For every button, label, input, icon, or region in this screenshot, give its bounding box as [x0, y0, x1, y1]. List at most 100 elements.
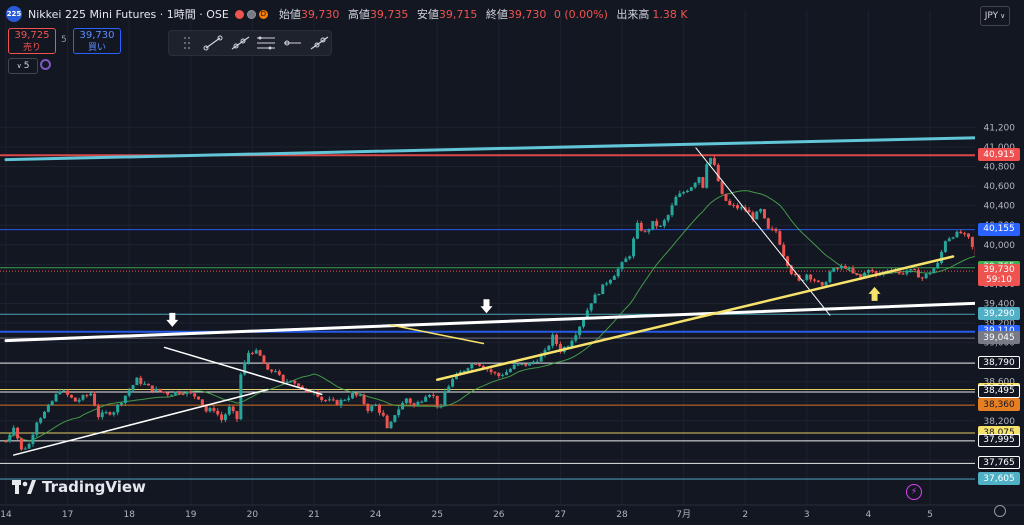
candle-body — [728, 200, 732, 205]
candle-body — [258, 350, 262, 356]
buy-label: 買い — [87, 43, 106, 53]
candle-body — [216, 410, 220, 415]
candle-body — [262, 355, 266, 365]
candle-body — [674, 196, 678, 206]
candle-body — [689, 187, 693, 191]
candle-body — [478, 364, 482, 366]
candle-body — [489, 369, 493, 373]
candle-body — [43, 411, 46, 419]
candle-body — [31, 434, 35, 444]
buy-button[interactable]: 39,730 買い — [73, 28, 121, 54]
ray-line-icon[interactable] — [228, 33, 252, 53]
time-tick-label: 17 — [62, 510, 73, 520]
price-tick-label: 41,000 — [984, 143, 1016, 153]
chart-grid — [0, 10, 975, 505]
candle-body — [913, 269, 917, 271]
chevron-down-icon: ∨ — [16, 62, 22, 70]
alert-lightning-icon[interactable]: ⚡ — [906, 484, 922, 500]
candle-body — [397, 409, 401, 416]
sell-price: 39,725 — [14, 30, 50, 41]
candle-body — [270, 369, 274, 372]
candle-body — [851, 268, 855, 274]
candle-body — [655, 221, 659, 227]
candle-body — [643, 230, 647, 232]
candle-body — [701, 177, 705, 188]
candle-body — [185, 391, 189, 394]
candle-body — [762, 209, 766, 219]
candle-body — [374, 404, 378, 406]
indicators-toggle[interactable]: ∨ 5 — [8, 58, 38, 74]
candle-body — [401, 402, 405, 410]
candle-body — [293, 380, 297, 384]
chart-header: 225 Nikkei 225 Mini Futures · 1時間 · OSE … — [6, 6, 688, 22]
candle-body — [274, 371, 277, 373]
spread-value: 5 — [61, 35, 67, 45]
candle-body — [443, 391, 447, 407]
candle-body — [370, 405, 374, 411]
price-tick-label: 40,000 — [984, 241, 1016, 251]
candle-body — [612, 276, 616, 280]
candle-body — [285, 381, 289, 383]
candle-body — [204, 405, 208, 412]
candle-body — [620, 262, 624, 269]
candle-body — [624, 258, 628, 263]
candle-body — [874, 271, 878, 276]
candle-body — [335, 400, 339, 406]
candle-body — [697, 177, 701, 183]
candle-body — [855, 273, 859, 275]
candle-body — [108, 412, 112, 415]
candle-body — [123, 395, 127, 404]
currency-select[interactable]: JPY ∨ — [980, 6, 1010, 26]
price-tick-label: 41,200 — [984, 123, 1016, 133]
current-price-label: 39,730 59:10 — [978, 264, 1020, 287]
candle-body — [358, 395, 362, 397]
candle-body — [836, 268, 840, 270]
candle-body — [493, 372, 497, 374]
candle-body — [828, 271, 832, 283]
candle-body — [54, 394, 58, 402]
price-tick-label: 38,200 — [984, 417, 1016, 427]
parallel-channel-icon[interactable] — [254, 33, 278, 53]
sell-button[interactable]: 39,725 売り — [8, 28, 56, 54]
moving-average — [5, 190, 1015, 442]
candle-body — [412, 403, 416, 406]
candle-body — [705, 164, 709, 188]
candle-body — [466, 368, 470, 371]
buy-price: 39,730 — [79, 30, 115, 41]
trend-line-icon[interactable] — [201, 33, 225, 53]
candle-body — [266, 364, 270, 370]
extended-line-icon[interactable] — [307, 33, 331, 53]
candle-body — [766, 218, 770, 229]
indicator-settings-icon[interactable] — [40, 59, 51, 70]
candle-body — [428, 394, 431, 397]
candle-body — [362, 395, 366, 405]
settings-gear-icon[interactable] — [994, 505, 1006, 517]
drag-handle-icon[interactable] — [175, 33, 199, 53]
time-tick-label: 21 — [308, 510, 319, 520]
candle-body — [158, 388, 162, 392]
candle-body — [782, 244, 786, 257]
time-tick-label: 14 — [0, 510, 12, 520]
candle-body — [778, 231, 782, 245]
candle-body — [666, 215, 670, 221]
candle-body — [389, 421, 393, 429]
candle-body — [435, 395, 439, 407]
trend-line — [12, 388, 269, 456]
time-tick-label: 28 — [616, 510, 628, 520]
symbol-title[interactable]: Nikkei 225 Mini Futures · 1時間 · OSE — [28, 8, 229, 21]
price-tick-label: 40,800 — [984, 163, 1016, 173]
price-level-label: 38,495 — [978, 384, 1020, 398]
candle-body — [605, 283, 609, 285]
candle-body — [597, 294, 601, 296]
horizontal-ray-icon[interactable] — [280, 33, 304, 53]
candle-body — [85, 395, 89, 397]
candle-body — [670, 205, 674, 216]
candle-body — [516, 364, 520, 366]
time-tick-label: 25 — [431, 510, 442, 520]
current-price-value: 39,730 — [983, 265, 1015, 276]
candle-body — [250, 352, 254, 354]
candle-body — [189, 391, 193, 394]
candle-body — [408, 398, 412, 404]
candle-body — [227, 406, 231, 415]
